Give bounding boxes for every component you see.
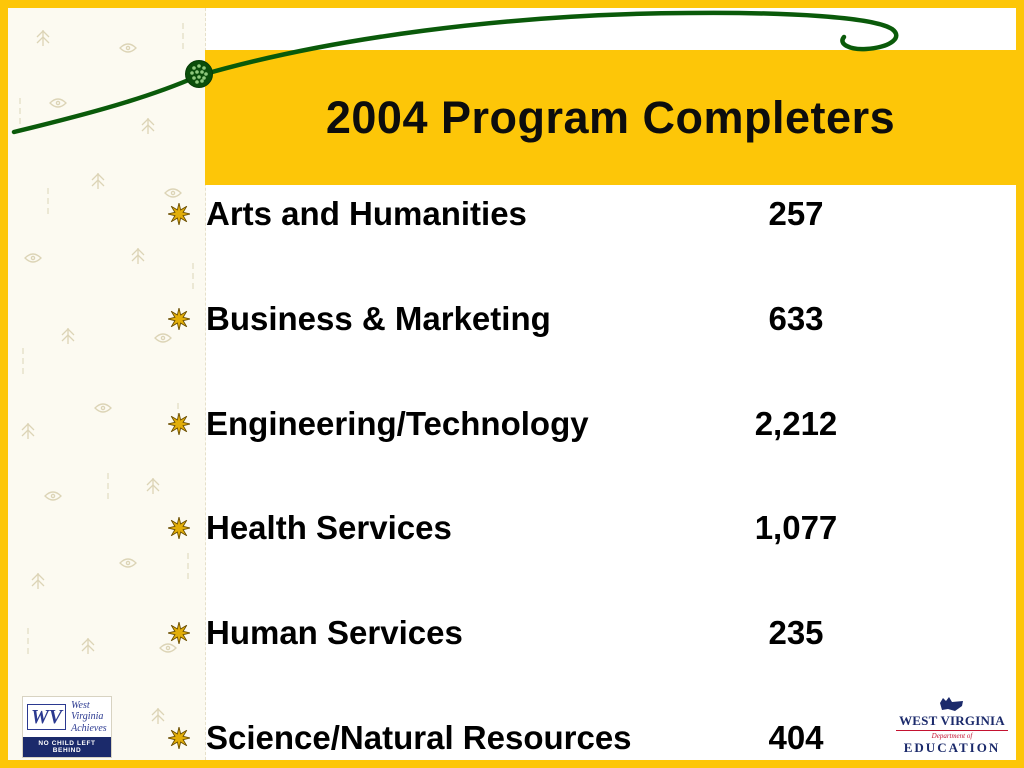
wv-monogram: WV (27, 703, 67, 730)
program-count: 257 (768, 195, 824, 232)
list-item: Business & Marketing 633 (160, 295, 996, 343)
list-item: Health Services 1,077 (160, 504, 996, 552)
achieves-line2: Virginia (71, 711, 104, 722)
wv-state-outline-icon (940, 697, 963, 711)
wv-achieves-logo: WV West Virginia Achieves NO CHILD LEFT … (22, 695, 112, 758)
program-count: 1,077 (754, 509, 838, 547)
program-count: 2,212 (754, 404, 838, 442)
program-label: Science/Natural Resources (206, 718, 632, 756)
wvde-education: EDUCATION (903, 740, 1001, 755)
program-list: Arts and Humanities 257 Business & Marke… (160, 190, 996, 760)
list-item: Engineering/Technology 2,212 (160, 400, 996, 448)
nclb-banner: NO CHILD LEFT BEHIND (23, 737, 111, 757)
program-label: Business & Marketing (206, 299, 551, 337)
program-label: Human Services (206, 614, 463, 652)
list-item: Science/Natural Resources 404 (160, 714, 996, 760)
achieves-line1: West (71, 699, 90, 711)
wv-achieves-logo-top: WV West Virginia Achieves (23, 697, 111, 738)
wvde-name: WEST VIRGINIA (896, 713, 1008, 731)
wv-education-logo: WEST VIRGINIA Department of EDUCATION (896, 697, 1008, 756)
title-banner: 2004 Program Completers (205, 50, 1016, 185)
achieves-line3: Achieves (71, 722, 107, 734)
star-bullet-icon (168, 203, 190, 225)
green-dotted-ball-decoration (185, 60, 213, 88)
star-bullet-icon (168, 726, 190, 749)
program-label: Engineering/Technology (206, 404, 589, 442)
program-count: 404 (768, 718, 824, 756)
list-item: Arts and Humanities 257 (160, 190, 996, 238)
list-item: Human Services 235 (160, 609, 996, 657)
star-bullet-icon (168, 412, 190, 435)
star-bullet-icon (168, 517, 190, 540)
star-bullet-icon (168, 622, 190, 645)
wv-achieves-name: West Virginia Achieves (71, 700, 107, 735)
program-count: 633 (768, 299, 824, 337)
wvde-dept: Department of (931, 732, 973, 740)
program-count: 235 (768, 614, 824, 652)
slide-title: 2004 Program Completers (325, 91, 896, 143)
program-label: Arts and Humanities (206, 195, 527, 232)
star-bullet-icon (168, 307, 190, 330)
program-label: Health Services (206, 509, 452, 547)
